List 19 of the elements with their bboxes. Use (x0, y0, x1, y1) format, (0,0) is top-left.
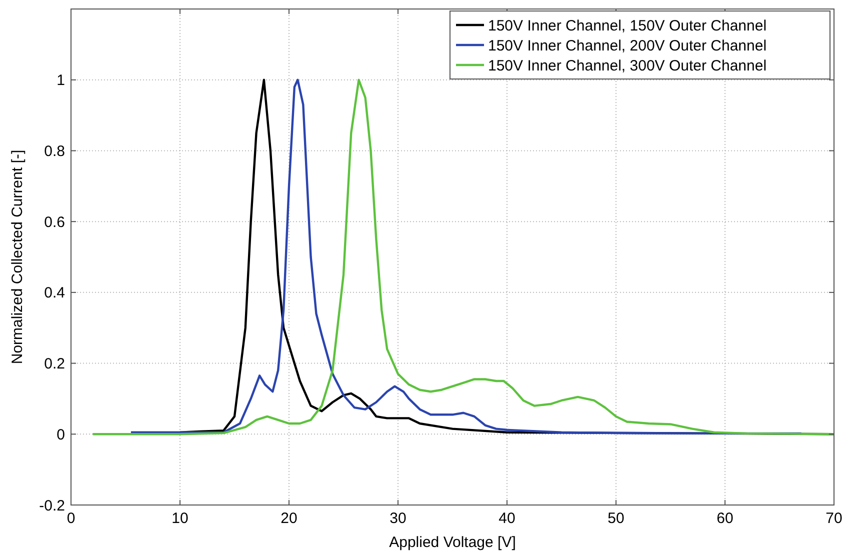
y-tick-label: 0.8 (44, 142, 65, 160)
x-tick-label: 70 (826, 510, 842, 527)
legend-label: 150V Inner Channel, 300V Outer Channel (488, 57, 767, 74)
x-tick-label: 40 (498, 510, 516, 527)
y-tick-label: 1 (56, 72, 65, 90)
y-tick-label: 0.4 (44, 284, 65, 302)
x-tick-label: 60 (716, 510, 734, 527)
y-tick-label: -0.2 (39, 497, 65, 514)
y-tick-label: 0 (56, 426, 65, 444)
x-axis-title: Applied Voltage [V] (389, 534, 516, 551)
x-tick-label: 50 (608, 510, 624, 527)
legend-label: 150V Inner Channel, 150V Outer Channel (488, 17, 767, 34)
x-tick-label: 10 (172, 510, 188, 527)
x-tick-label: 20 (280, 510, 298, 527)
y-tick-label: 0.2 (44, 356, 65, 373)
legend-label: 150V Inner Channel, 200V Outer Channel (488, 37, 767, 54)
y-axis-title: Normalized Collected Current [-] (9, 150, 26, 364)
x-tick-label: 30 (390, 510, 406, 527)
y-tick-label: 0.6 (44, 214, 65, 231)
